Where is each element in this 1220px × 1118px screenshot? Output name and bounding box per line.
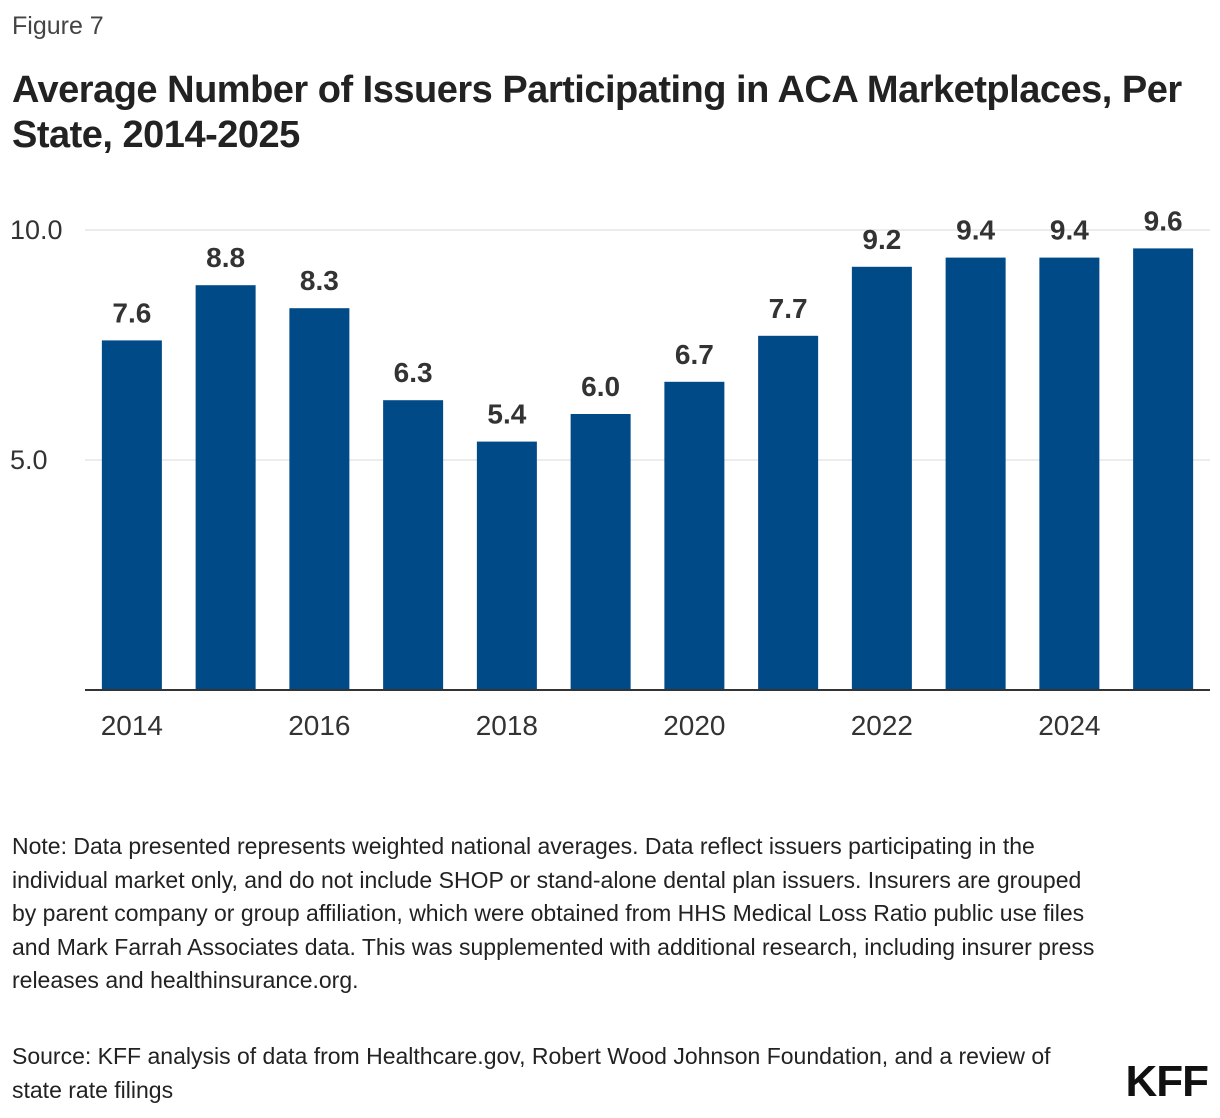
data-label-2021: 7.7 xyxy=(769,293,808,324)
data-label-2020: 6.7 xyxy=(675,339,714,370)
bar-2014 xyxy=(101,340,162,690)
y-tick-label: 5.0 xyxy=(10,445,48,475)
x-tick-label: 2022 xyxy=(851,710,913,741)
bar-chart: 7.6 8.8 8.3 6.3 5.4 6.0 6.7 7.7 9.2 9.4 9.4 9.6 5.0… xyxy=(10,205,1210,741)
bars xyxy=(101,248,1194,690)
data-label-2018: 5.4 xyxy=(487,399,526,430)
chart-note: Note: Data presented represents weighted… xyxy=(12,833,1095,993)
x-tick-label: 2014 xyxy=(101,710,163,741)
bar-2023 xyxy=(945,257,1006,690)
data-label-2015: 8.8 xyxy=(206,242,245,273)
data-label-2022: 9.2 xyxy=(862,224,901,255)
data-label-2025: 9.6 xyxy=(1144,205,1183,236)
bar-2015 xyxy=(195,285,256,690)
bar-2019 xyxy=(570,414,631,690)
x-axis-ticks: 2014 2016 2018 2020 2022 2024 xyxy=(101,710,1101,741)
bar-2022 xyxy=(851,266,912,690)
gridlines xyxy=(85,229,1210,461)
data-label-2014: 7.6 xyxy=(112,297,151,328)
data-label-2016: 8.3 xyxy=(300,265,339,296)
bar-2025 xyxy=(1133,248,1194,690)
bar-2021 xyxy=(758,335,819,690)
data-label-2019: 6.0 xyxy=(581,371,620,402)
data-label-2024: 9.4 xyxy=(1050,215,1089,246)
chart-title: Average Number of Issuers Participating … xyxy=(12,69,1182,156)
x-tick-label: 2016 xyxy=(288,710,350,741)
bar-2020 xyxy=(664,381,725,690)
figure-label: Figure 7 xyxy=(12,12,104,40)
x-tick-label: 2020 xyxy=(663,710,725,741)
bar-2018 xyxy=(476,441,537,690)
data-label-2017: 6.3 xyxy=(394,357,433,388)
y-tick-label: 10.0 xyxy=(10,215,63,245)
chart-source: Source: KFF analysis of data from Health… xyxy=(12,1043,1051,1103)
bar-2024 xyxy=(1039,257,1100,690)
bar-2017 xyxy=(383,400,444,690)
x-tick-label: 2018 xyxy=(476,710,538,741)
data-label-2023: 9.4 xyxy=(956,215,995,246)
kff-logo: KFF xyxy=(1125,1057,1209,1106)
y-axis-ticks: 5.0 10.0 xyxy=(10,215,63,475)
x-tick-label: 2024 xyxy=(1038,710,1100,741)
bar-2016 xyxy=(289,308,350,690)
data-labels: 7.6 8.8 8.3 6.3 5.4 6.0 6.7 7.7 9.2 9.4 9.4 9.6 xyxy=(112,205,1182,429)
